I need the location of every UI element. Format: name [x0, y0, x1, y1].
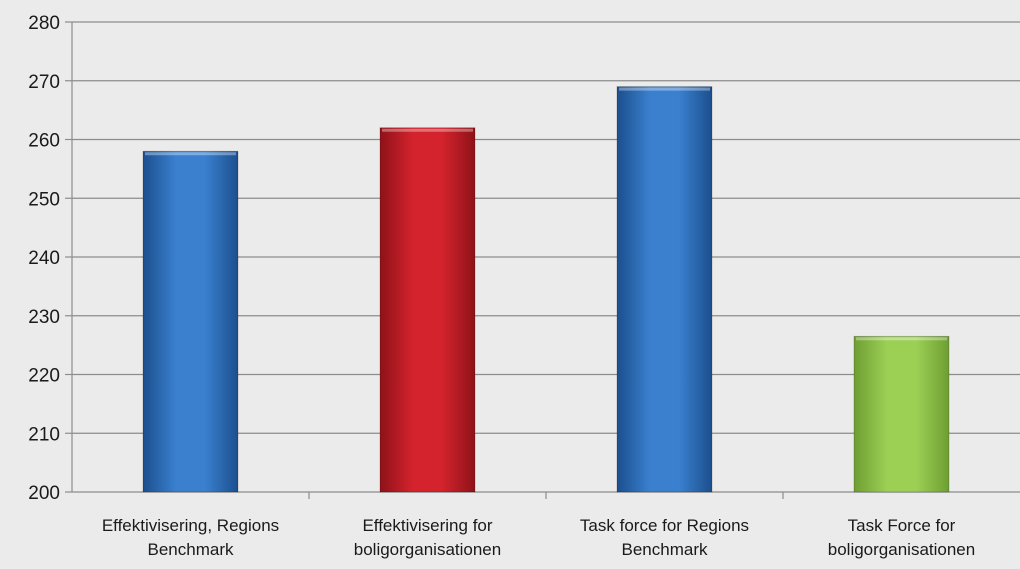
- bar-3: [616, 86, 713, 493]
- y-tick-label-260: 260: [28, 131, 60, 152]
- y-tick-label-210: 210: [28, 424, 60, 445]
- bar-2: [379, 127, 476, 493]
- y-tick-label-280: 280: [28, 13, 60, 34]
- x-category-label-1-line-2: Benchmark: [148, 540, 234, 559]
- y-tick-label-200: 200: [28, 483, 60, 504]
- x-category-label-1-line-1: Effektivisering, Regions: [102, 516, 279, 535]
- x-category-label-3-line-1: Task force for Regions: [580, 516, 749, 535]
- x-category-label-2-line-1: Effektivisering for: [362, 516, 492, 535]
- bar-highlight-2: [382, 128, 473, 132]
- y-tick-label-240: 240: [28, 248, 60, 269]
- bar-1: [142, 150, 239, 493]
- y-tick-label-220: 220: [28, 366, 60, 387]
- bar-highlight-4: [856, 337, 947, 341]
- y-tick-label-270: 270: [28, 72, 60, 93]
- bar-highlight-3: [619, 87, 710, 91]
- y-tick-label-230: 230: [28, 307, 60, 328]
- bar-highlight-1: [145, 152, 236, 156]
- x-category-label-4-line-1: Task Force for: [848, 516, 956, 535]
- x-category-label-3-line-2: Benchmark: [622, 540, 708, 559]
- y-tick-label-250: 250: [28, 189, 60, 210]
- x-category-label-2-line-2: boligorganisationen: [354, 540, 501, 559]
- x-category-label-4-line-2: boligorganisationen: [828, 540, 975, 559]
- bars: [142, 86, 950, 493]
- labels: 200 210 220 230 240 250 260 270 280 Effektiviseri…: [28, 13, 975, 559]
- bar-4: [853, 335, 950, 493]
